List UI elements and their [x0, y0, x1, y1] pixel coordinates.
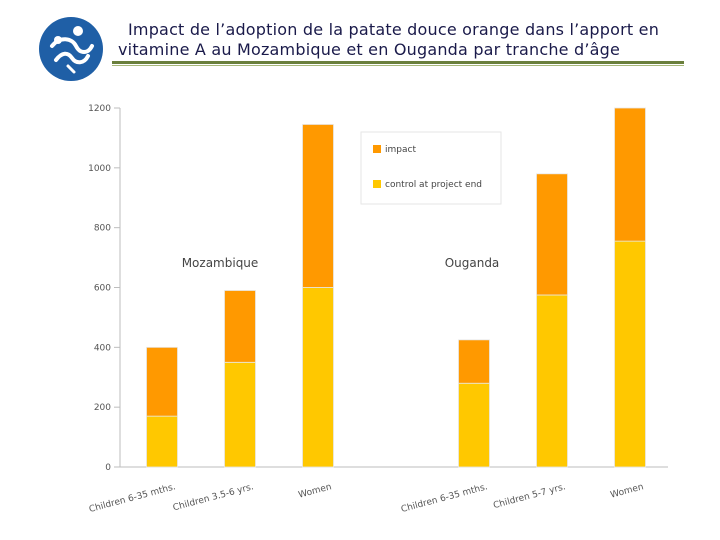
bar-segment-control [224, 361, 256, 468]
legend-label: control at project end [385, 180, 482, 190]
legend-label: impact [385, 145, 416, 155]
bar-segment-control [614, 240, 646, 468]
bar-segment-impact [536, 173, 568, 296]
bar-segment-impact [146, 346, 178, 417]
x-category-label: Children 6-35 mths. [88, 482, 177, 515]
x-category-label: Women [297, 482, 332, 500]
legend-swatch [373, 145, 381, 153]
x-category-label: Women [609, 482, 644, 500]
x-category-label: Children 3.5-6 yrs. [172, 482, 255, 513]
title-underline [112, 61, 684, 64]
title-line-1: Impact de l’adoption de la patate douce … [128, 20, 660, 39]
bar-segment-control [146, 415, 178, 468]
group-label: Ouganda [445, 256, 500, 270]
y-tick-label: 800 [94, 224, 111, 234]
x-category-label: Children 6-35 mths. [400, 482, 489, 515]
stacked-bar-chart: 0 200 400 600 800 1000 1200 Children 6-35 mths.… [88, 104, 668, 515]
y-tick-label: 200 [94, 403, 111, 413]
title-underline-thin [112, 65, 684, 66]
bar-segment-impact [224, 290, 256, 363]
y-tick-label: 1000 [88, 164, 111, 174]
page-title: Impact de l’adoption de la patate douce … [118, 20, 688, 60]
bar-segment-impact [614, 107, 646, 242]
group-label: Mozambique [182, 256, 259, 270]
x-category-label: Children 5-7 yrs. [492, 482, 567, 511]
legend-box [360, 131, 502, 205]
title-line-2: vitamine A au Mozambique et en Ouganda p… [118, 40, 621, 59]
y-tick-label: 600 [94, 284, 111, 294]
legend-swatch [373, 180, 381, 188]
y-tick-label: 400 [94, 343, 111, 353]
bar-segment-control [458, 382, 490, 468]
bar-segment-impact [302, 124, 334, 288]
bar-segment-control [302, 287, 334, 468]
figures-logo-icon [39, 17, 103, 81]
bar-segment-impact [458, 339, 490, 384]
y-tick-label: 0 [105, 463, 111, 473]
bar-segment-control [536, 294, 568, 468]
y-tick-label: 1200 [88, 104, 111, 114]
